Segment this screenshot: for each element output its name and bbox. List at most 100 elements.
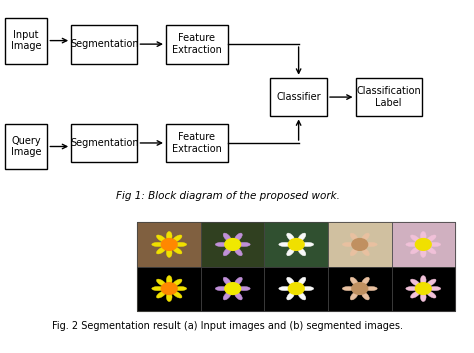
Bar — [264, 222, 328, 267]
Ellipse shape — [235, 247, 242, 256]
Circle shape — [225, 283, 241, 294]
Ellipse shape — [156, 235, 166, 242]
Ellipse shape — [279, 243, 291, 246]
Ellipse shape — [287, 277, 294, 286]
Ellipse shape — [238, 243, 250, 246]
Ellipse shape — [362, 277, 369, 286]
Text: Feature
Extraction: Feature Extraction — [172, 33, 222, 55]
Ellipse shape — [223, 247, 231, 256]
Ellipse shape — [365, 243, 377, 246]
Bar — [392, 267, 455, 311]
Bar — [137, 222, 455, 311]
Bar — [392, 222, 455, 267]
Ellipse shape — [365, 287, 377, 291]
FancyBboxPatch shape — [356, 78, 422, 116]
Ellipse shape — [350, 247, 358, 256]
Ellipse shape — [173, 247, 182, 254]
Text: Classifier: Classifier — [276, 92, 321, 102]
Ellipse shape — [420, 292, 426, 301]
Ellipse shape — [173, 279, 182, 286]
Ellipse shape — [410, 235, 420, 242]
Ellipse shape — [427, 279, 436, 286]
Ellipse shape — [235, 277, 242, 286]
Ellipse shape — [235, 292, 242, 300]
Ellipse shape — [166, 248, 172, 257]
Bar — [264, 267, 328, 311]
Ellipse shape — [174, 287, 187, 291]
Bar — [328, 267, 392, 311]
Text: Fig 1: Block diagram of the proposed work.: Fig 1: Block diagram of the proposed wor… — [116, 191, 339, 201]
Bar — [201, 222, 264, 267]
Ellipse shape — [298, 292, 306, 300]
Ellipse shape — [156, 247, 166, 254]
Text: Input
Image: Input Image — [11, 30, 41, 52]
Circle shape — [415, 283, 431, 294]
Ellipse shape — [298, 247, 306, 256]
Ellipse shape — [215, 287, 228, 291]
FancyBboxPatch shape — [166, 124, 228, 162]
Circle shape — [161, 283, 177, 294]
Text: Segmentation: Segmentation — [70, 138, 138, 148]
Ellipse shape — [166, 232, 172, 241]
Bar — [392, 267, 455, 311]
Ellipse shape — [152, 243, 164, 246]
Ellipse shape — [223, 277, 231, 286]
Ellipse shape — [223, 292, 231, 300]
Ellipse shape — [173, 291, 182, 298]
Ellipse shape — [410, 291, 420, 298]
Bar — [264, 222, 328, 267]
Ellipse shape — [427, 247, 436, 254]
FancyBboxPatch shape — [5, 124, 47, 169]
Ellipse shape — [420, 276, 426, 285]
Ellipse shape — [406, 287, 418, 291]
Bar — [264, 267, 328, 311]
Text: Feature
Extraction: Feature Extraction — [172, 132, 222, 154]
Ellipse shape — [287, 233, 294, 241]
FancyBboxPatch shape — [5, 18, 47, 64]
Ellipse shape — [427, 291, 436, 298]
Bar — [201, 267, 264, 311]
Ellipse shape — [298, 277, 306, 286]
Ellipse shape — [156, 279, 166, 286]
Bar — [328, 222, 392, 267]
Circle shape — [352, 283, 368, 294]
FancyBboxPatch shape — [166, 25, 228, 64]
FancyBboxPatch shape — [270, 78, 327, 116]
Ellipse shape — [156, 291, 166, 298]
Ellipse shape — [362, 233, 369, 241]
Ellipse shape — [301, 287, 314, 291]
Circle shape — [288, 239, 304, 250]
Text: Segmentation: Segmentation — [70, 39, 138, 49]
Ellipse shape — [223, 233, 231, 241]
Ellipse shape — [350, 233, 358, 241]
Ellipse shape — [235, 233, 242, 241]
Ellipse shape — [279, 287, 291, 291]
Ellipse shape — [287, 247, 294, 256]
Ellipse shape — [428, 243, 441, 246]
Ellipse shape — [420, 232, 426, 241]
Ellipse shape — [410, 279, 420, 286]
Text: Classification
Label: Classification Label — [356, 86, 421, 108]
Bar — [137, 222, 201, 267]
Ellipse shape — [174, 243, 187, 246]
Text: Fig. 2 Segmentation result (a) Input images and (b) segmented images.: Fig. 2 Segmentation result (a) Input ima… — [52, 321, 403, 331]
Ellipse shape — [301, 243, 314, 246]
Ellipse shape — [342, 243, 355, 246]
Ellipse shape — [166, 276, 172, 285]
Circle shape — [288, 283, 304, 294]
Ellipse shape — [406, 243, 418, 246]
Bar — [328, 222, 392, 267]
Ellipse shape — [298, 233, 306, 241]
Circle shape — [225, 239, 241, 250]
FancyBboxPatch shape — [71, 124, 137, 162]
Ellipse shape — [428, 287, 441, 291]
Circle shape — [415, 239, 431, 250]
Ellipse shape — [166, 292, 172, 301]
Ellipse shape — [350, 277, 358, 286]
Ellipse shape — [427, 235, 436, 242]
Circle shape — [161, 239, 177, 250]
Ellipse shape — [420, 248, 426, 257]
Bar — [137, 222, 201, 267]
Text: Query
Image: Query Image — [11, 136, 41, 157]
Bar — [392, 222, 455, 267]
